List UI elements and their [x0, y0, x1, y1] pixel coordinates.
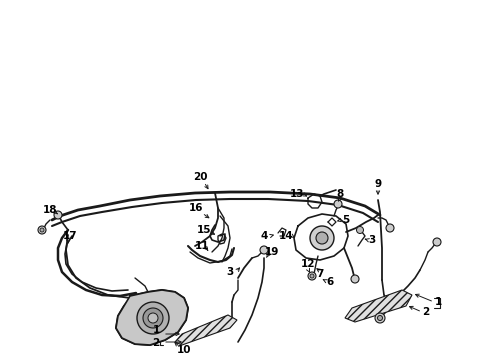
Text: 10: 10	[177, 345, 191, 355]
Text: 18: 18	[43, 205, 57, 215]
Text: 3: 3	[368, 235, 376, 245]
Circle shape	[143, 308, 163, 328]
Circle shape	[38, 226, 46, 234]
Circle shape	[433, 238, 441, 246]
Circle shape	[260, 246, 268, 254]
Text: 4: 4	[260, 231, 268, 241]
Circle shape	[40, 228, 44, 232]
Text: 20: 20	[193, 172, 207, 182]
Circle shape	[54, 211, 62, 219]
Text: 8: 8	[336, 189, 343, 199]
Text: 11: 11	[195, 241, 209, 251]
Circle shape	[377, 315, 383, 320]
Polygon shape	[175, 315, 237, 345]
Text: 5: 5	[343, 215, 350, 225]
Polygon shape	[345, 290, 412, 322]
Text: 6: 6	[326, 277, 334, 287]
Circle shape	[357, 226, 364, 234]
Circle shape	[386, 224, 394, 232]
Text: 17: 17	[63, 231, 77, 241]
Circle shape	[308, 272, 316, 280]
Text: 7: 7	[317, 269, 324, 279]
Text: 12: 12	[301, 259, 315, 269]
Circle shape	[316, 232, 328, 244]
Circle shape	[351, 275, 359, 283]
Circle shape	[310, 274, 314, 278]
Circle shape	[375, 313, 385, 323]
Text: 19: 19	[265, 247, 279, 257]
Circle shape	[137, 302, 169, 334]
Circle shape	[148, 313, 158, 323]
Text: 2: 2	[152, 338, 160, 348]
Circle shape	[310, 226, 334, 250]
Circle shape	[334, 200, 342, 208]
Polygon shape	[116, 290, 188, 345]
Text: 1: 1	[434, 297, 441, 307]
Text: 2: 2	[422, 307, 430, 317]
Text: 1: 1	[152, 325, 160, 335]
Text: 15: 15	[197, 225, 211, 235]
Text: 3: 3	[226, 267, 234, 277]
Text: 16: 16	[189, 203, 203, 213]
Text: 13: 13	[290, 189, 304, 199]
Text: 14: 14	[279, 231, 294, 241]
Text: 9: 9	[374, 179, 382, 189]
